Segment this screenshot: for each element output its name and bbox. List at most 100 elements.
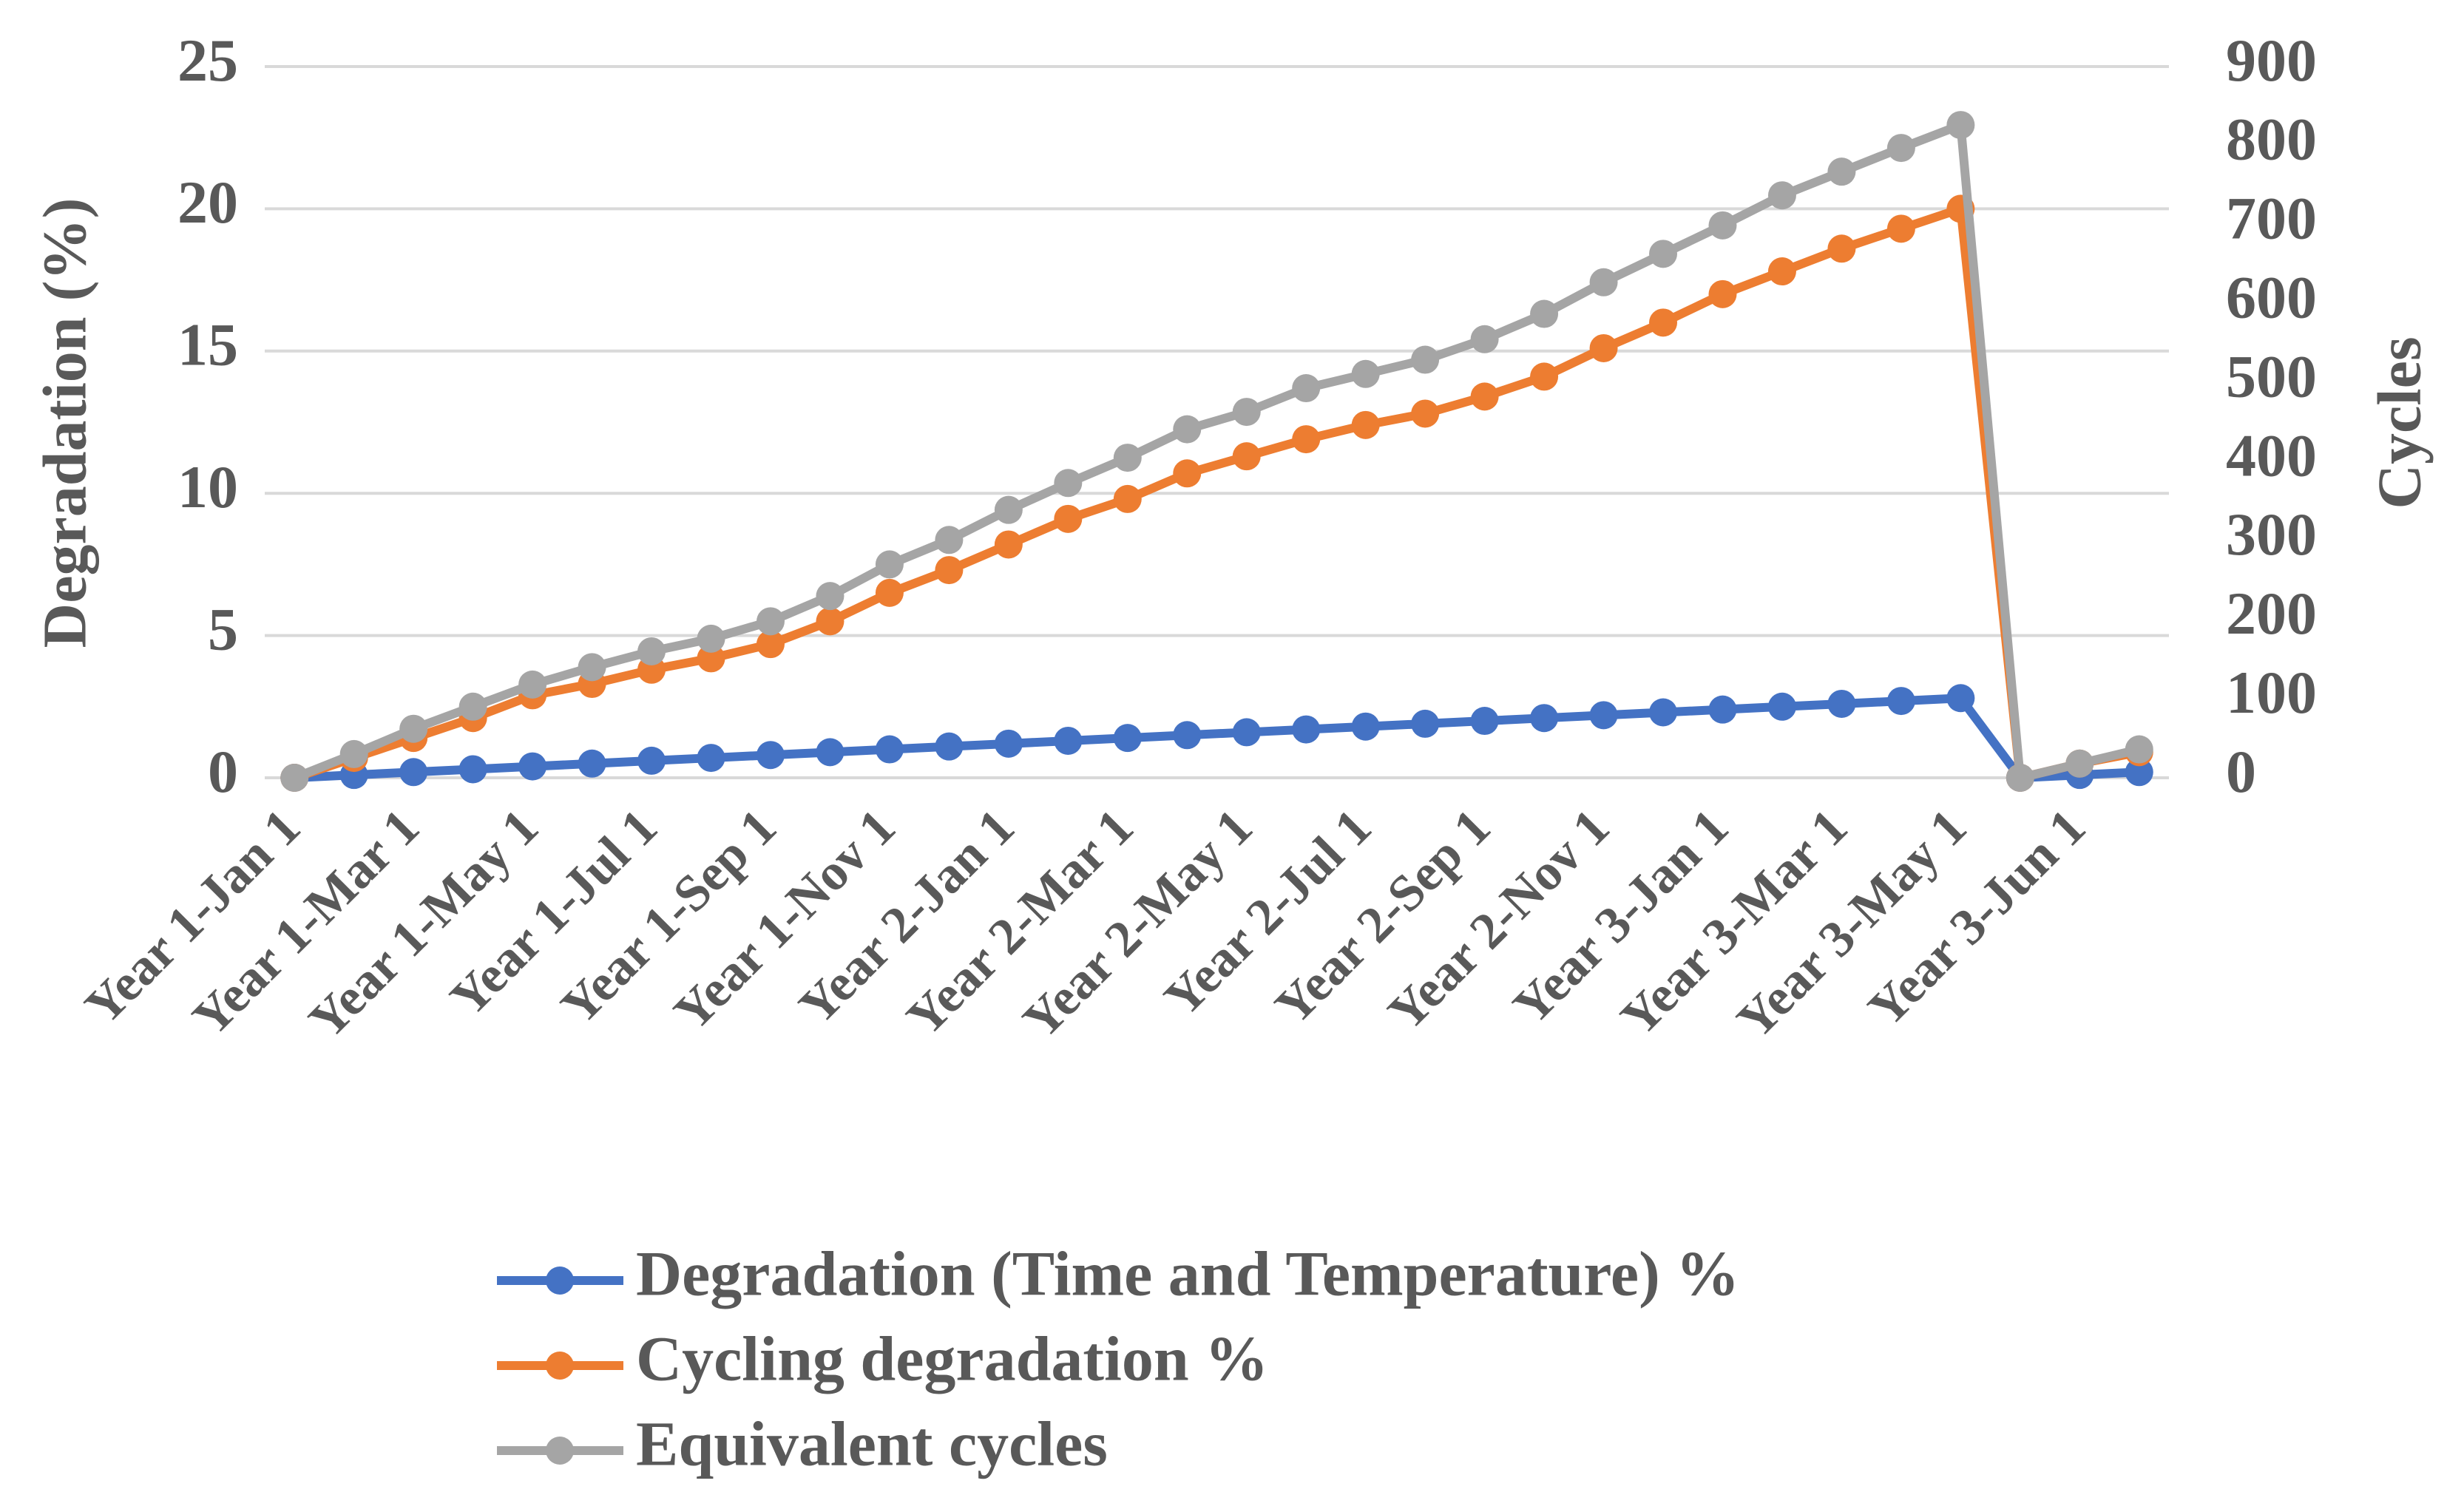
data-point	[756, 607, 785, 636]
y-tick-label: 15	[177, 311, 238, 379]
data-point	[816, 607, 845, 636]
data-point	[1173, 415, 1202, 444]
data-point	[1827, 689, 1856, 718]
data-point	[1232, 398, 1261, 427]
data-point	[578, 749, 606, 778]
data-point	[816, 738, 845, 767]
legend-marker	[546, 1266, 574, 1295]
data-point	[458, 692, 487, 721]
data-point	[1173, 721, 1202, 750]
data-point	[1886, 214, 1915, 243]
data-point	[2125, 758, 2153, 787]
data-point	[1530, 299, 1559, 328]
data-point	[1530, 704, 1559, 733]
y2-tick-label: 100	[2226, 659, 2317, 726]
data-point	[1351, 712, 1380, 741]
data-point	[1767, 181, 1796, 210]
data-point	[2125, 735, 2153, 764]
data-point	[1589, 701, 1618, 730]
data-point	[2006, 764, 2034, 792]
y2-tick-label: 200	[2226, 580, 2317, 647]
data-point	[875, 578, 904, 607]
y-tick-label: 20	[177, 169, 238, 236]
y-tick-label: 10	[177, 453, 238, 520]
y2-tick-label: 800	[2226, 106, 2317, 173]
legend-marker	[546, 1352, 574, 1380]
data-point	[697, 744, 725, 773]
data-point	[994, 530, 1023, 559]
data-point	[875, 550, 904, 579]
data-point	[637, 746, 666, 775]
y-axis-title: Degradation (%)	[30, 198, 99, 648]
data-point	[1232, 718, 1261, 747]
data-point	[1054, 504, 1083, 533]
data-point	[935, 556, 964, 585]
data-point	[1589, 268, 1618, 296]
data-point	[1173, 459, 1202, 488]
y2-tick-label: 900	[2226, 27, 2317, 94]
y2-tick-label: 600	[2226, 263, 2317, 330]
data-point	[637, 637, 666, 665]
data-point	[756, 741, 785, 770]
data-point	[1411, 399, 1440, 428]
data-point	[518, 752, 547, 781]
y2-tick-label: 300	[2226, 501, 2317, 568]
data-point	[1113, 484, 1142, 513]
data-point	[1113, 444, 1142, 472]
data-point	[1708, 211, 1737, 240]
y2-axis-title: Cycles	[2365, 336, 2434, 509]
data-point	[399, 758, 428, 787]
data-point	[1411, 345, 1440, 374]
series-line	[294, 694, 2140, 782]
data-point	[935, 526, 964, 555]
y-tick-label: 0	[208, 738, 238, 805]
data-point	[1232, 442, 1261, 471]
data-point	[1589, 333, 1618, 362]
data-point	[1470, 382, 1499, 411]
data-point	[1470, 325, 1499, 353]
data-point	[697, 644, 725, 673]
data-point	[756, 630, 785, 659]
data-point	[1767, 692, 1796, 721]
data-point	[339, 739, 368, 768]
data-point	[1708, 279, 1737, 308]
data-point	[1470, 707, 1499, 736]
data-point	[1708, 695, 1737, 724]
data-point	[1292, 425, 1321, 454]
legend-label: Degradation (Time and Temperature) %	[636, 1238, 1739, 1309]
data-point	[816, 582, 845, 611]
data-point	[2065, 749, 2094, 778]
data-point	[1886, 134, 1915, 163]
y2-tick-label: 700	[2226, 185, 2317, 252]
legend-marker	[546, 1437, 574, 1465]
data-point	[1292, 374, 1321, 403]
data-point	[1113, 724, 1142, 753]
data-point	[1827, 157, 1856, 186]
data-point	[1351, 410, 1380, 439]
data-point	[1827, 234, 1856, 263]
legend-label: Cycling degradation %	[636, 1323, 1268, 1394]
y2-tick-label: 0	[2226, 738, 2256, 805]
data-point	[1767, 257, 1796, 286]
data-point	[518, 670, 547, 699]
data-point	[1946, 684, 1975, 713]
y-tick-label: 25	[177, 27, 238, 94]
data-point	[399, 714, 428, 743]
legend-label: Equivalent cycles	[636, 1408, 1108, 1479]
data-point	[994, 495, 1023, 524]
data-point	[1530, 362, 1559, 391]
data-point	[1411, 709, 1440, 738]
data-point	[1649, 698, 1678, 727]
y2-tick-label: 400	[2226, 421, 2317, 489]
data-point	[1649, 308, 1678, 337]
series-line	[293, 121, 2141, 782]
y2-tick-label: 500	[2226, 342, 2317, 410]
data-point	[1054, 469, 1083, 498]
data-point	[1649, 240, 1678, 268]
data-point	[697, 624, 725, 653]
data-point	[994, 729, 1023, 758]
data-point	[1886, 687, 1915, 716]
data-point	[1351, 359, 1380, 388]
